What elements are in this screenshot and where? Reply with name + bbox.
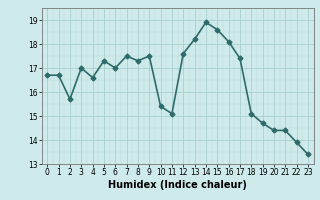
X-axis label: Humidex (Indice chaleur): Humidex (Indice chaleur) — [108, 180, 247, 190]
